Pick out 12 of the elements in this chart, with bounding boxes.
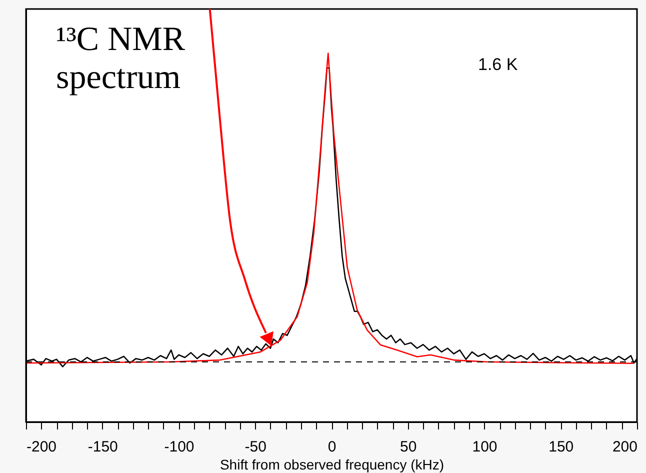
- x-tick-label: 150: [548, 438, 574, 456]
- x-tick-label: -200: [26, 438, 57, 456]
- x-axis-title: Shift from observed frequency (kHz): [220, 456, 444, 472]
- x-tick-label: -50: [244, 438, 266, 456]
- x-tick-label: 50: [400, 438, 417, 456]
- annotation: 1.6 K: [478, 55, 518, 74]
- x-tick-label: 0: [328, 438, 336, 456]
- x-tick-label: 200: [612, 438, 638, 456]
- x-tick-label: -100: [164, 438, 194, 456]
- x-tick-label: -150: [88, 438, 118, 456]
- annotation: ¹³C NMR spectrum: [56, 21, 186, 96]
- x-tick-label: 100: [472, 438, 498, 456]
